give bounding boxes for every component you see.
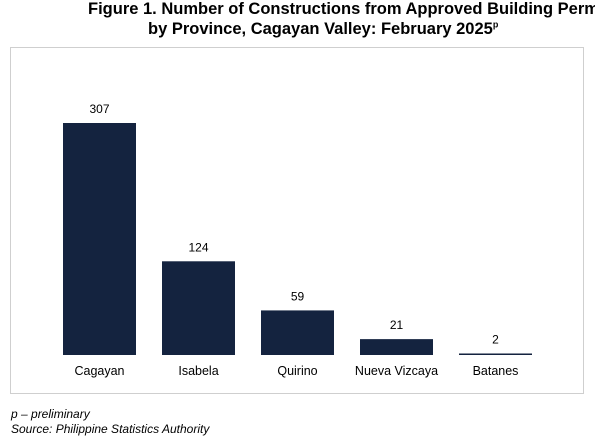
source-note: Source: Philippine Statistics Authority	[11, 422, 210, 436]
data-label-batanes: 2	[492, 332, 499, 346]
category-label-cagayan: Cagayan	[74, 364, 124, 378]
bar-isabela	[162, 261, 235, 355]
bar-nueva-vizcaya	[360, 339, 433, 355]
bar-cagayan	[63, 123, 136, 355]
category-label-batanes: Batanes	[473, 364, 519, 378]
bar-quirino	[261, 310, 334, 355]
preliminary-note: p – preliminary	[11, 407, 90, 421]
chart-title-line-1: Figure 1. Number of Constructions from A…	[88, 0, 595, 18]
category-label-quirino: Quirino	[277, 364, 317, 378]
category-label-isabela: Isabela	[178, 364, 218, 378]
data-label-isabela: 124	[188, 240, 208, 254]
data-label-cagayan: 307	[89, 102, 109, 116]
data-label-nueva-vizcaya: 21	[390, 318, 404, 332]
chart-title-line-2-text: by Province, Cagayan Valley: February 20…	[148, 20, 493, 38]
chart-title-superscript: p	[492, 19, 499, 30]
category-label-nueva-vizcaya: Nueva Vizcaya	[355, 364, 438, 378]
chart-notes: p – preliminary Source: Philippine Stati…	[11, 407, 209, 437]
data-label-quirino: 59	[291, 289, 305, 303]
bar-batanes	[459, 353, 532, 355]
chart-title-line-2: by Province, Cagayan Valley: February 20…	[148, 19, 498, 39]
